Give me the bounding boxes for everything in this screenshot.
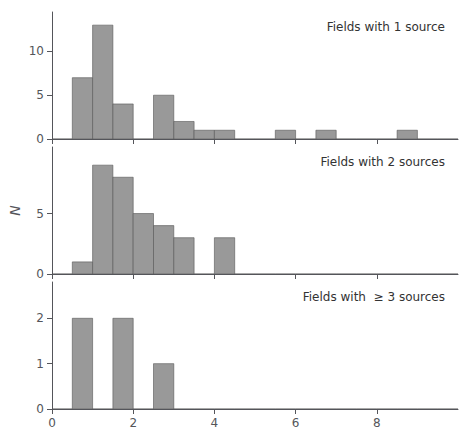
svg-text:0: 0 xyxy=(36,132,44,146)
svg-text:Fields with ≥ 3 sources: Fields with ≥ 3 sources xyxy=(303,290,445,304)
svg-text:0: 0 xyxy=(36,402,44,416)
svg-text:2: 2 xyxy=(36,311,44,325)
svg-text:10: 10 xyxy=(29,44,44,58)
svg-text:Fields with 1 source: Fields with 1 source xyxy=(327,20,445,34)
svg-text:1: 1 xyxy=(36,357,44,371)
svg-text:2: 2 xyxy=(129,416,137,430)
svg-text:Fields with 2 sources: Fields with 2 sources xyxy=(320,155,445,169)
svg-text:0: 0 xyxy=(36,267,44,281)
svg-text:0: 0 xyxy=(48,416,56,430)
svg-text:4: 4 xyxy=(211,416,219,430)
svg-text:N: N xyxy=(7,205,23,216)
svg-text:5: 5 xyxy=(36,88,44,102)
svg-text:8: 8 xyxy=(373,416,381,430)
svg-text:6: 6 xyxy=(292,416,300,430)
svg-text:5: 5 xyxy=(36,207,44,221)
